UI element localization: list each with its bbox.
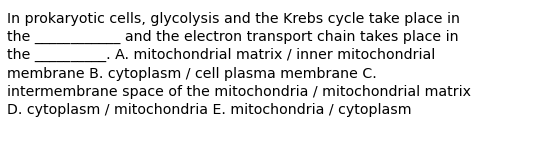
Text: In prokaryotic cells, glycolysis and the Krebs cycle take place in
the _________: In prokaryotic cells, glycolysis and the…: [7, 12, 471, 117]
